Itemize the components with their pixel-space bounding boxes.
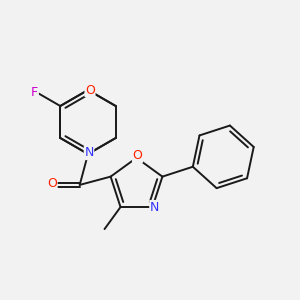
Text: F: F — [31, 86, 38, 99]
Text: O: O — [133, 149, 142, 162]
Text: N: N — [150, 201, 159, 214]
Text: O: O — [47, 177, 57, 190]
Text: N: N — [84, 146, 94, 160]
Text: O: O — [85, 83, 95, 97]
